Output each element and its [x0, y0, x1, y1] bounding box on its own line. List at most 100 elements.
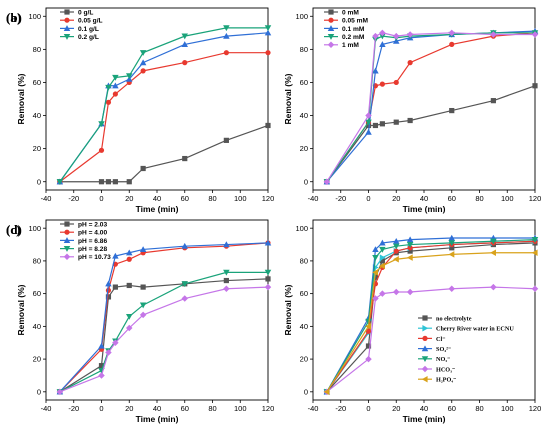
data-point — [365, 122, 372, 129]
x-axis-label: Time (min) — [136, 204, 179, 214]
data-point — [407, 245, 413, 251]
legend-entry: 0.2 g/L — [78, 34, 99, 41]
data-point — [264, 269, 272, 276]
x-tick-label: 20 — [392, 404, 400, 413]
data-point — [393, 248, 399, 254]
x-axis-label: Time (min) — [403, 414, 446, 424]
legend-entry: 0 g/L — [78, 9, 93, 16]
data-point — [126, 249, 133, 256]
data-point — [223, 50, 229, 56]
data-point — [223, 277, 229, 284]
series-7 — [323, 249, 538, 396]
data-point — [126, 282, 132, 289]
data-point — [379, 258, 385, 264]
data-point — [126, 324, 133, 332]
data-point — [140, 284, 146, 290]
legend-marker — [64, 17, 70, 23]
data-point — [372, 246, 379, 253]
series-5 — [56, 283, 272, 396]
y-tick-label: 100 — [295, 224, 308, 233]
legend-marker — [327, 41, 335, 49]
legend-marker — [422, 324, 429, 332]
data-point — [448, 240, 455, 247]
data-point — [139, 246, 147, 253]
y-tick-label: 0 — [37, 177, 41, 186]
y-tick-label: 40 — [33, 111, 41, 120]
legend-marker — [63, 237, 71, 243]
y-tick-label: 0 — [304, 387, 308, 396]
y-tick-label: 40 — [33, 322, 41, 331]
series-line — [59, 271, 268, 393]
data-point — [365, 343, 372, 349]
y-tick-label: 60 — [300, 78, 308, 87]
data-point — [98, 179, 105, 185]
series-2 — [324, 30, 538, 185]
series-6 — [323, 283, 539, 396]
data-point — [139, 311, 147, 319]
data-point — [379, 41, 386, 47]
x-tick-label: 40 — [420, 194, 428, 203]
chart-panel-1: -40 -20 0 20 40 60 80 100 120 0 20 40 60 80 100 Time (m… — [6, 7, 275, 214]
y-tick-label: 80 — [33, 45, 41, 54]
series-1 — [324, 240, 538, 395]
data-point — [265, 50, 271, 56]
legend-entry: NO₃⁻ — [436, 356, 450, 363]
series-5 — [323, 29, 539, 185]
y-tick-label: 80 — [33, 257, 41, 266]
series-3 — [323, 27, 539, 185]
data-point — [379, 290, 386, 297]
y-tick-label: 40 — [300, 322, 308, 331]
x-tick-label: 0 — [99, 404, 103, 413]
data-point — [365, 328, 372, 334]
legend: 0 mM 0.05 mM0.1 mM0.2 mM1 mM — [324, 9, 369, 49]
data-point — [406, 31, 414, 38]
x-tick-label: 100 — [501, 194, 514, 203]
series-line — [59, 242, 269, 393]
legend-entry: no electrolyte — [436, 315, 472, 322]
x-tick-label: 120 — [262, 194, 275, 203]
data-point — [98, 147, 105, 153]
data-point — [126, 73, 133, 80]
data-point — [56, 179, 64, 185]
panel-label: (a) — [6, 10, 21, 25]
data-point — [98, 363, 105, 369]
y-tick-label: 60 — [300, 289, 308, 298]
legend-entry: pH = 6.86 — [78, 238, 107, 245]
panel-label: (d) — [6, 222, 22, 237]
data-point — [379, 239, 386, 246]
legend-marker — [421, 356, 429, 363]
data-point — [140, 165, 146, 172]
data-point — [265, 276, 271, 282]
x-tick-label: 60 — [181, 194, 189, 203]
data-point — [105, 84, 112, 91]
data-point — [393, 32, 400, 40]
legend-entry: 0.05 mM — [342, 18, 369, 25]
x-tick-label: 80 — [475, 404, 483, 413]
data-point — [406, 236, 414, 243]
data-point — [181, 281, 188, 288]
legend-marker — [422, 335, 428, 341]
chart-panel-2: -40 -20 0 20 40 60 80 100 120 0 20 40 60 80 100 Time (m… — [6, 7, 541, 214]
data-point — [531, 285, 539, 292]
data-point — [393, 79, 399, 86]
x-tick-label: -20 — [335, 404, 346, 413]
data-point — [448, 234, 455, 241]
data-point — [264, 29, 272, 36]
legend-marker — [421, 375, 428, 383]
series-4 — [323, 234, 539, 395]
y-tick-label: 20 — [300, 144, 308, 153]
legend-entry: pH = 10.73 — [78, 254, 111, 261]
data-point — [139, 302, 147, 309]
data-point — [490, 31, 497, 38]
data-point — [139, 59, 147, 66]
x-tick-label: 40 — [153, 194, 161, 203]
y-tick-label: 100 — [28, 224, 41, 233]
y-tick-label: 80 — [300, 257, 308, 266]
chart-panel-4: -40 -20 0 20 40 60 80 100 120 0 20 40 60 80 100 Time (m… — [6, 219, 541, 424]
data-point — [223, 25, 230, 32]
x-tick-label: 80 — [208, 194, 216, 203]
data-point — [112, 179, 118, 185]
panel-label: (b) — [6, 10, 22, 25]
x-tick-label: 40 — [420, 404, 428, 413]
